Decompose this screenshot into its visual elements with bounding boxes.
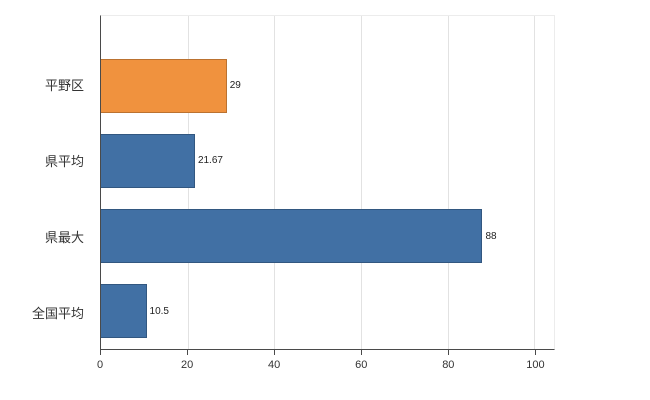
- bar-value-label: 10.5: [149, 305, 169, 317]
- x-axis-tick: [100, 350, 101, 355]
- bar-value-label: 21.67: [197, 155, 223, 167]
- gridline: [534, 16, 536, 349]
- x-axis-tick-label: 0: [96, 359, 104, 371]
- bar: [101, 209, 483, 264]
- x-axis-tick: [274, 350, 276, 355]
- x-axis-tick-label: 60: [355, 359, 368, 371]
- x-axis-tick-label: 100: [526, 359, 545, 371]
- bar: [101, 58, 227, 113]
- x-axis-tick-label: 40: [268, 359, 281, 371]
- gridline: [274, 16, 276, 349]
- x-axis-tick-label: 80: [442, 359, 455, 371]
- bar: [101, 284, 147, 339]
- x-axis-tick: [187, 350, 189, 355]
- gridline: [447, 16, 449, 349]
- chart-band: 29: [101, 48, 554, 123]
- chart-band: 21.67: [101, 123, 554, 198]
- x-axis-tick-label: 20: [180, 359, 194, 371]
- bar-value-label: 88: [485, 230, 497, 242]
- category-label: 県最大: [44, 229, 84, 245]
- bar: [101, 133, 195, 188]
- x-axis: 0 20 40 60 80 100: [96, 350, 555, 382]
- chart-band: 88: [101, 199, 554, 274]
- category-label: 全国平均: [31, 305, 84, 321]
- bar-value-label: 29: [229, 80, 241, 92]
- y-axis-labels: 平野区県平均県最大全国平均: [0, 47, 92, 350]
- x-axis-tick: [448, 350, 450, 355]
- gridline: [361, 16, 363, 349]
- chart-band: 10.5: [101, 274, 554, 349]
- x-axis-tick: [361, 350, 363, 355]
- chart-bands: 29 21.67 88 10.5: [101, 48, 554, 349]
- category-label: 県平均: [44, 154, 84, 170]
- x-axis-tick: [535, 350, 537, 355]
- category-label: 平野区: [44, 78, 84, 94]
- plot-area: 29 21.67 88 10.5: [100, 15, 555, 350]
